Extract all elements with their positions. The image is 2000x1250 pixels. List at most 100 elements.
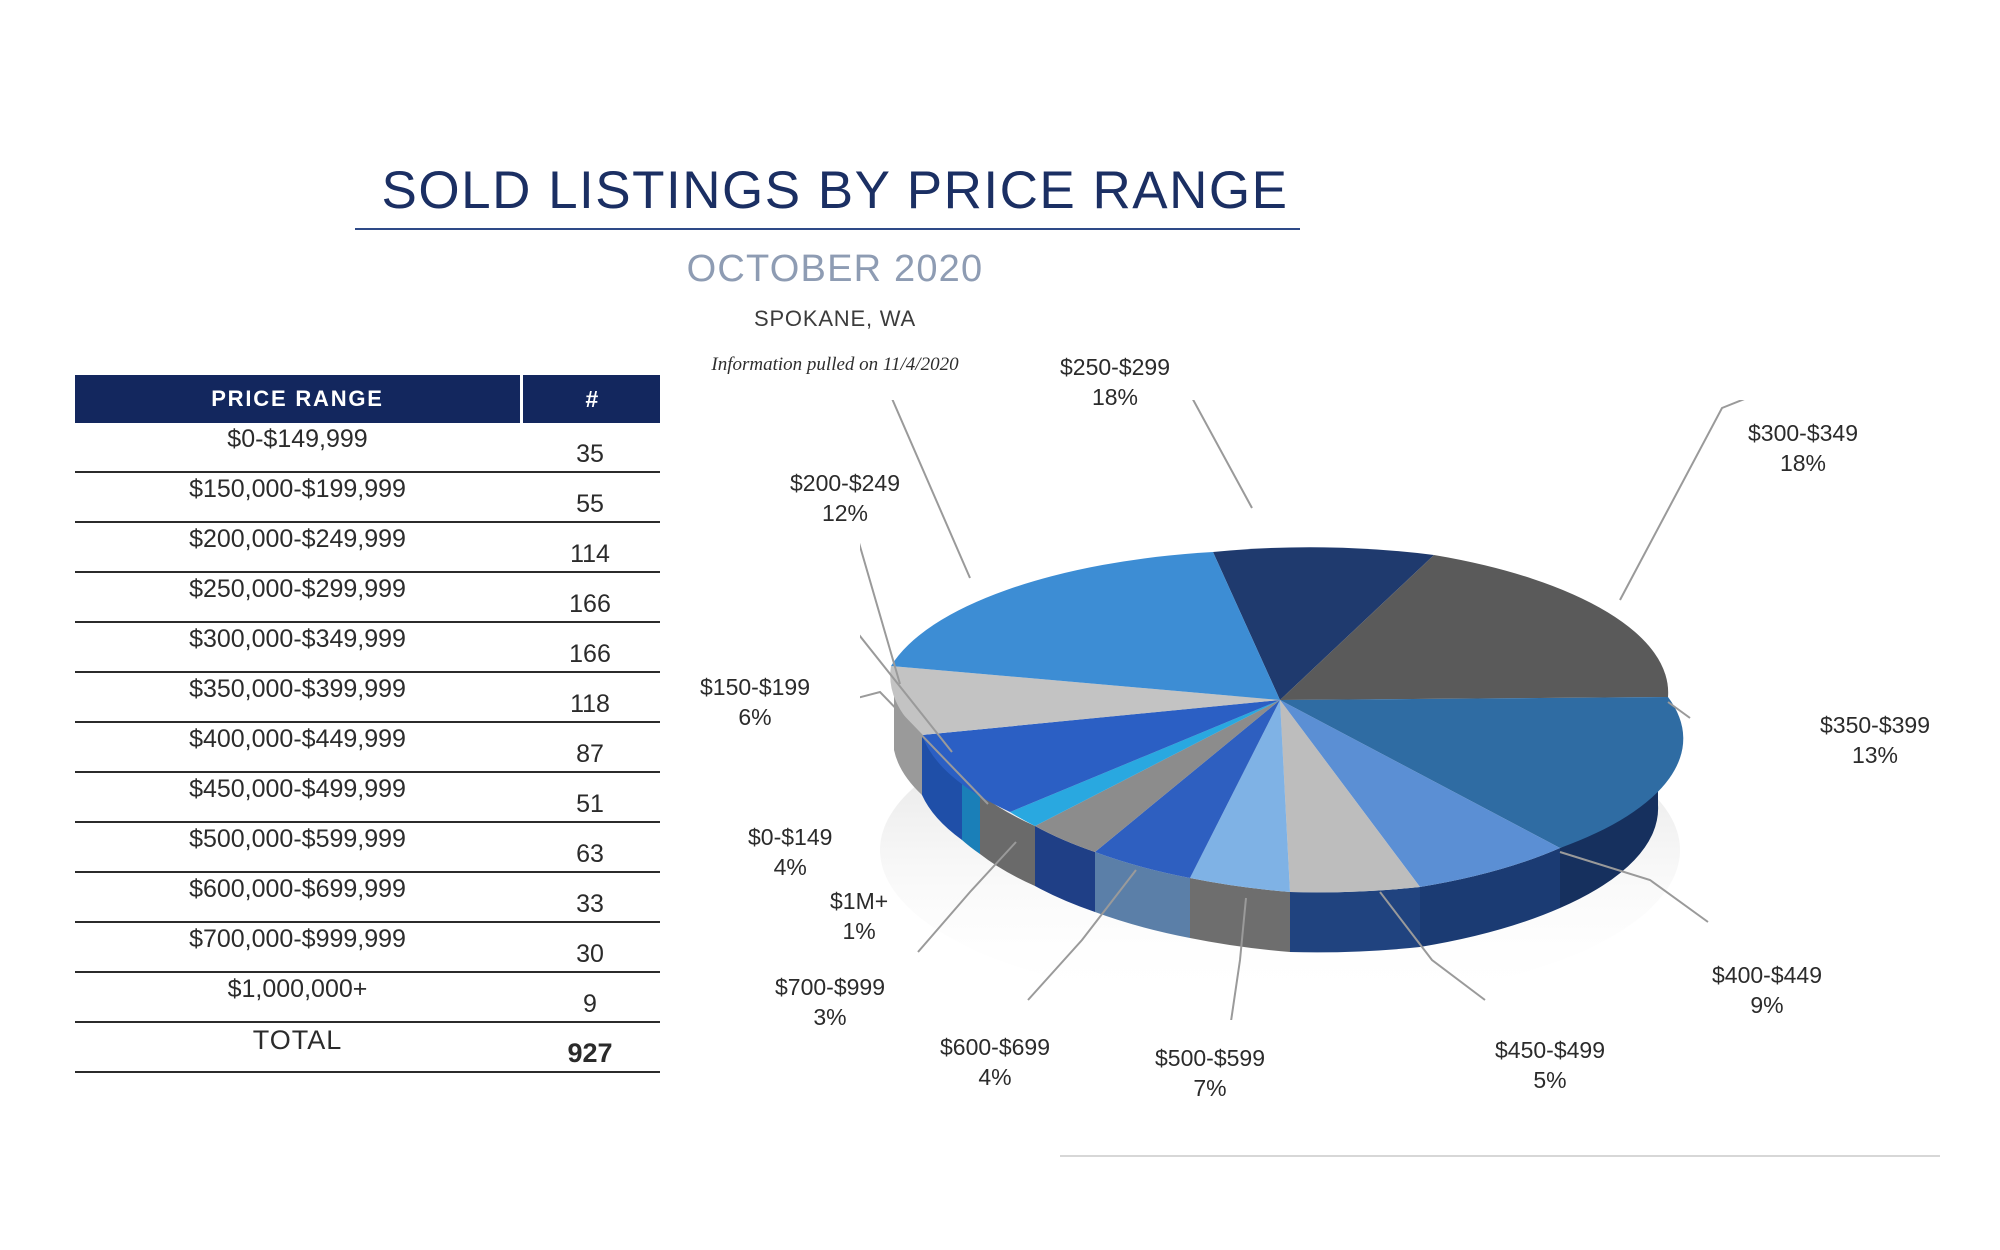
- pie-label-percent: 3%: [813, 1004, 847, 1031]
- pie-label-name: $600-$699: [940, 1034, 1050, 1060]
- table-row: $0-$149,999 35: [75, 423, 660, 473]
- title-underline: [355, 228, 1300, 230]
- pie-slice-250-299: [1213, 547, 1434, 700]
- table-row: $1,000,000+ 9: [75, 973, 660, 1023]
- cell-count: 166: [569, 640, 611, 668]
- pie-slice-1m-plus: [1010, 700, 1280, 826]
- pie-slice-200-249: [891, 552, 1280, 700]
- pie-label-400-449: $400-$449 9%: [1712, 960, 1822, 1021]
- table-row: $700,000-$999,999 30: [75, 923, 660, 973]
- pie-label-name: $400-$449: [1712, 962, 1822, 988]
- pie-label-500-599: $500-$599 7%: [1155, 1043, 1265, 1104]
- pie-slice-0-149: [922, 700, 1280, 812]
- cell-price-range: $200,000-$249,999: [189, 525, 406, 553]
- cell-count: 166: [569, 590, 611, 618]
- pie-slice-150-199: [890, 666, 1280, 735]
- table-row: $300,000-$349,999 166: [75, 623, 660, 673]
- cell-count: 118: [570, 690, 610, 718]
- pie-label-1m-plus: $1M+ 1%: [830, 886, 888, 947]
- page-subtitle: OCTOBER 2020: [686, 248, 984, 290]
- page-title: SOLD LISTINGS BY PRICE RANGE: [381, 161, 1289, 220]
- pie-label-percent: 1%: [842, 918, 876, 945]
- pie-label-200-249: $200-$249 12%: [790, 468, 900, 529]
- pie-leader-lines: [860, 400, 1745, 1020]
- cell-price-range: $300,000-$349,999: [189, 625, 406, 653]
- table-row: $400,000-$449,999 87: [75, 723, 660, 773]
- pie-label-0-149: $0-$149 4%: [748, 822, 832, 883]
- cell-price-range: $350,000-$399,999: [189, 675, 406, 703]
- pie-label-percent: 13%: [1851, 742, 1899, 769]
- cell-count: 30: [576, 940, 604, 968]
- pie-label-percent: 6%: [738, 704, 772, 731]
- pie-label-percent: 18%: [1779, 450, 1827, 477]
- pie-slice-300-349: [1280, 555, 1669, 700]
- pie-label-percent: 12%: [821, 500, 869, 527]
- pie-slice-450-499: [1280, 700, 1420, 893]
- pie-label-name: $450-$499: [1495, 1037, 1605, 1063]
- pie-label-300-349: $300-$349 18%: [1748, 418, 1858, 479]
- cell-count: 114: [570, 540, 610, 568]
- pie-label-350-399: $350-$399 13%: [1820, 710, 1930, 771]
- pie-top-face: [890, 547, 1684, 893]
- cell-price-range: $450,000-$499,999: [189, 775, 406, 803]
- table-row: $250,000-$299,999 166: [75, 573, 660, 623]
- data-pulled-note: Information pulled on 11/4/2020: [711, 354, 959, 375]
- column-header-price-range: PRICE RANGE: [75, 375, 523, 423]
- pie-label-percent: 7%: [1193, 1075, 1227, 1102]
- cell-count: 33: [576, 890, 604, 918]
- pie-label-150-199: $150-$199 6%: [700, 672, 810, 733]
- cell-price-range: $150,000-$199,999: [189, 475, 406, 503]
- pie-label-percent: 9%: [1750, 992, 1784, 1019]
- cell-count: 51: [576, 790, 604, 818]
- pie-label-percent: 4%: [978, 1064, 1012, 1091]
- cell-count: 87: [576, 740, 604, 768]
- pie-label-name: $200-$249: [790, 470, 900, 496]
- pie-chart-svg: [860, 400, 1745, 1020]
- cell-count: 63: [576, 840, 604, 868]
- pie-chart: [860, 400, 1950, 1020]
- cell-count: 55: [576, 490, 604, 518]
- pie-label-name: $0-$149: [748, 824, 833, 850]
- pie-label-250-299: $250-$299 18%: [1060, 352, 1170, 413]
- table-row: $600,000-$699,999 33: [75, 873, 660, 923]
- pie-label-name: $250-$299: [1060, 354, 1170, 380]
- cell-count: 9: [583, 990, 597, 1018]
- pie-label-name: $300-$349: [1748, 420, 1858, 446]
- cell-price-range: $600,000-$699,999: [189, 875, 406, 903]
- cell-price-range: $500,000-$599,999: [189, 825, 406, 853]
- table-row: $350,000-$399,999 118: [75, 673, 660, 723]
- cell-total-value: 927: [567, 1038, 613, 1068]
- pie-slice-400-449: [1280, 700, 1560, 887]
- pie-label-percent: 5%: [1533, 1067, 1567, 1094]
- price-range-table: PRICE RANGE # $0-$149,999 35 $150,000-$1…: [75, 375, 660, 1073]
- cell-price-range: $1,000,000+: [227, 975, 368, 1003]
- pie-label-name: $500-$599: [1155, 1045, 1265, 1071]
- pie-slice-700-999: [1035, 700, 1280, 852]
- table-header-row: PRICE RANGE #: [75, 375, 660, 423]
- pie-label-percent: 18%: [1091, 384, 1139, 411]
- cell-price-range: $400,000-$449,999: [189, 725, 406, 753]
- pie-slice-350-399: [1280, 697, 1684, 848]
- table-row: $200,000-$249,999 114: [75, 523, 660, 573]
- pie-label-name: $150-$199: [700, 674, 810, 700]
- pie-label-name: $700-$999: [775, 974, 885, 1000]
- pie-side-walls: [894, 690, 1659, 953]
- pie-label-name: $350-$399: [1820, 712, 1930, 738]
- market-location: SPOKANE, WA: [753, 306, 917, 331]
- footer-divider: [1060, 1155, 1940, 1157]
- table-row: $450,000-$499,999 51: [75, 773, 660, 823]
- pie-slice-500-599: [1190, 700, 1290, 892]
- pie-label-name: $1M+: [830, 888, 889, 914]
- column-header-count: #: [585, 385, 598, 412]
- table-row: $500,000-$599,999 63: [75, 823, 660, 873]
- cell-price-range: $250,000-$299,999: [189, 575, 406, 603]
- cell-price-range: $0-$149,999: [227, 425, 368, 453]
- cell-total-label: TOTAL: [252, 1025, 343, 1055]
- table-row: $150,000-$199,999 55: [75, 473, 660, 523]
- cell-count: 35: [576, 440, 604, 468]
- pie-label-percent: 4%: [773, 854, 807, 881]
- pie-label-700-999: $700-$999 3%: [775, 972, 885, 1033]
- pie-slice-600-699: [1095, 700, 1280, 878]
- pie-label-600-699: $600-$699 4%: [940, 1032, 1050, 1093]
